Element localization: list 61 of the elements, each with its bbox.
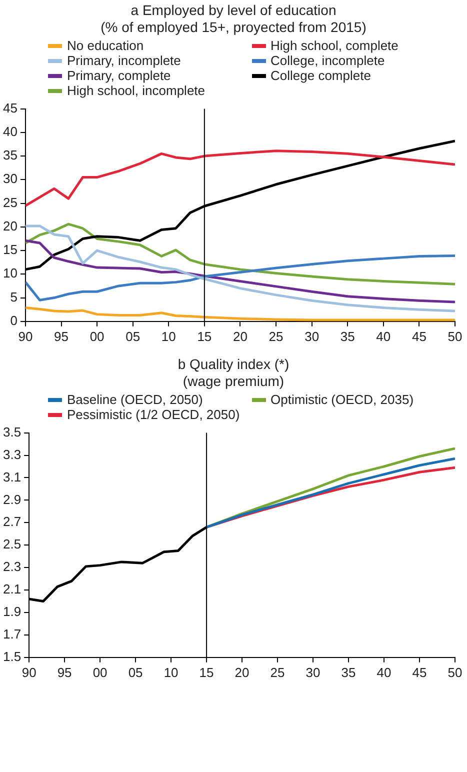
x-tick-label: 50 — [448, 328, 462, 344]
y-tick-label: 2.9 — [2, 492, 22, 507]
x-tick-label: 20 — [232, 328, 248, 344]
x-tick-label: 35 — [341, 664, 356, 680]
y-tick-label: 3.5 — [2, 424, 22, 440]
x-tick-label: 45 — [412, 664, 427, 680]
x-tick-label: 20 — [234, 664, 250, 680]
y-tick-label: 45 — [2, 100, 18, 116]
y-tick-label: 3.1 — [2, 469, 22, 484]
x-tick-label: 50 — [448, 664, 462, 680]
y-tick-label: 25 — [2, 194, 18, 210]
y-tick-label: 35 — [2, 148, 18, 163]
legend-label: Primary, complete — [67, 68, 171, 83]
chart-subtitle: (wage premium) — [182, 373, 286, 390]
legend-label: High school, complete — [270, 38, 398, 53]
x-tick-label: 05 — [128, 664, 143, 680]
legend-label: Primary, incomplete — [67, 53, 181, 68]
y-tick-label: 0 — [10, 312, 18, 328]
x-tick-label: 30 — [304, 328, 320, 344]
x-tick-label: 25 — [270, 664, 285, 680]
y-tick-label: 1.5 — [2, 648, 22, 664]
x-tick-label: 15 — [199, 664, 214, 680]
legend-label: Pessimistic (1/2 OECD, 2050) — [67, 407, 240, 422]
y-tick-label: 1.9 — [2, 604, 22, 620]
legend-label: High school, incomplete — [67, 83, 206, 98]
chart-subtitle: (% of employed 15+, proyected from 2015) — [100, 19, 368, 36]
y-tick-label: 2.7 — [2, 514, 22, 530]
x-tick-label: 10 — [164, 664, 178, 680]
y-tick-label: 3.3 — [2, 446, 22, 462]
y-tick-label: 10 — [2, 266, 18, 281]
y-tick-label: 2.1 — [2, 582, 22, 597]
chart-title: b Quality index (*) — [176, 356, 290, 373]
x-tick-label: 40 — [376, 664, 392, 680]
y-tick-label: 20 — [2, 218, 18, 234]
legend-label: Baseline (OECD, 2050) — [67, 392, 203, 407]
x-tick-label: 95 — [57, 664, 72, 680]
y-tick-label: 1.7 — [2, 626, 22, 642]
x-tick-label: 40 — [376, 328, 391, 344]
x-tick-label: 15 — [197, 328, 212, 344]
y-tick-label: 30 — [2, 171, 18, 186]
legend-label: Optimistic (OECD, 2035) — [270, 392, 414, 407]
x-tick-label: 95 — [54, 328, 68, 344]
x-tick-label: 90 — [18, 328, 33, 344]
y-tick-label: 5 — [10, 289, 18, 304]
x-tick-label: 35 — [340, 328, 355, 344]
y-tick-label: 2.5 — [2, 536, 22, 552]
x-tick-label: 00 — [90, 328, 104, 344]
chart-title: a Employed by level of education — [130, 2, 338, 19]
y-tick-label: 2.3 — [2, 559, 22, 574]
y-tick-label: 40 — [2, 124, 18, 139]
y-tick-label: 15 — [2, 242, 18, 258]
x-tick-label: 25 — [268, 328, 284, 344]
legend-label: No education — [67, 38, 144, 53]
x-tick-label: 45 — [412, 328, 426, 344]
x-tick-label: 05 — [126, 328, 140, 344]
x-tick-label: 00 — [92, 664, 108, 680]
legend-label: College complete — [270, 68, 371, 83]
legend-label: College, incomplete — [270, 53, 385, 68]
x-tick-label: 30 — [306, 664, 320, 680]
x-tick-label: 10 — [161, 328, 176, 344]
x-tick-label: 90 — [22, 664, 36, 680]
